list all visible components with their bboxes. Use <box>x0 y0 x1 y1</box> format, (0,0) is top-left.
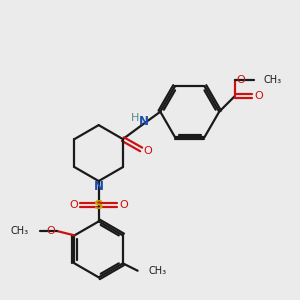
Text: H: H <box>130 112 139 123</box>
Text: CH₃: CH₃ <box>11 226 28 236</box>
Text: O: O <box>143 146 152 156</box>
Text: O: O <box>119 200 128 210</box>
Text: N: N <box>139 115 148 128</box>
Text: O: O <box>237 75 245 85</box>
Text: S: S <box>94 199 104 212</box>
Text: O: O <box>70 200 78 210</box>
Text: O: O <box>254 92 263 101</box>
Text: CH₃: CH₃ <box>149 266 167 276</box>
Text: N: N <box>94 180 104 193</box>
Text: CH₃: CH₃ <box>263 75 281 85</box>
Text: O: O <box>46 226 55 236</box>
